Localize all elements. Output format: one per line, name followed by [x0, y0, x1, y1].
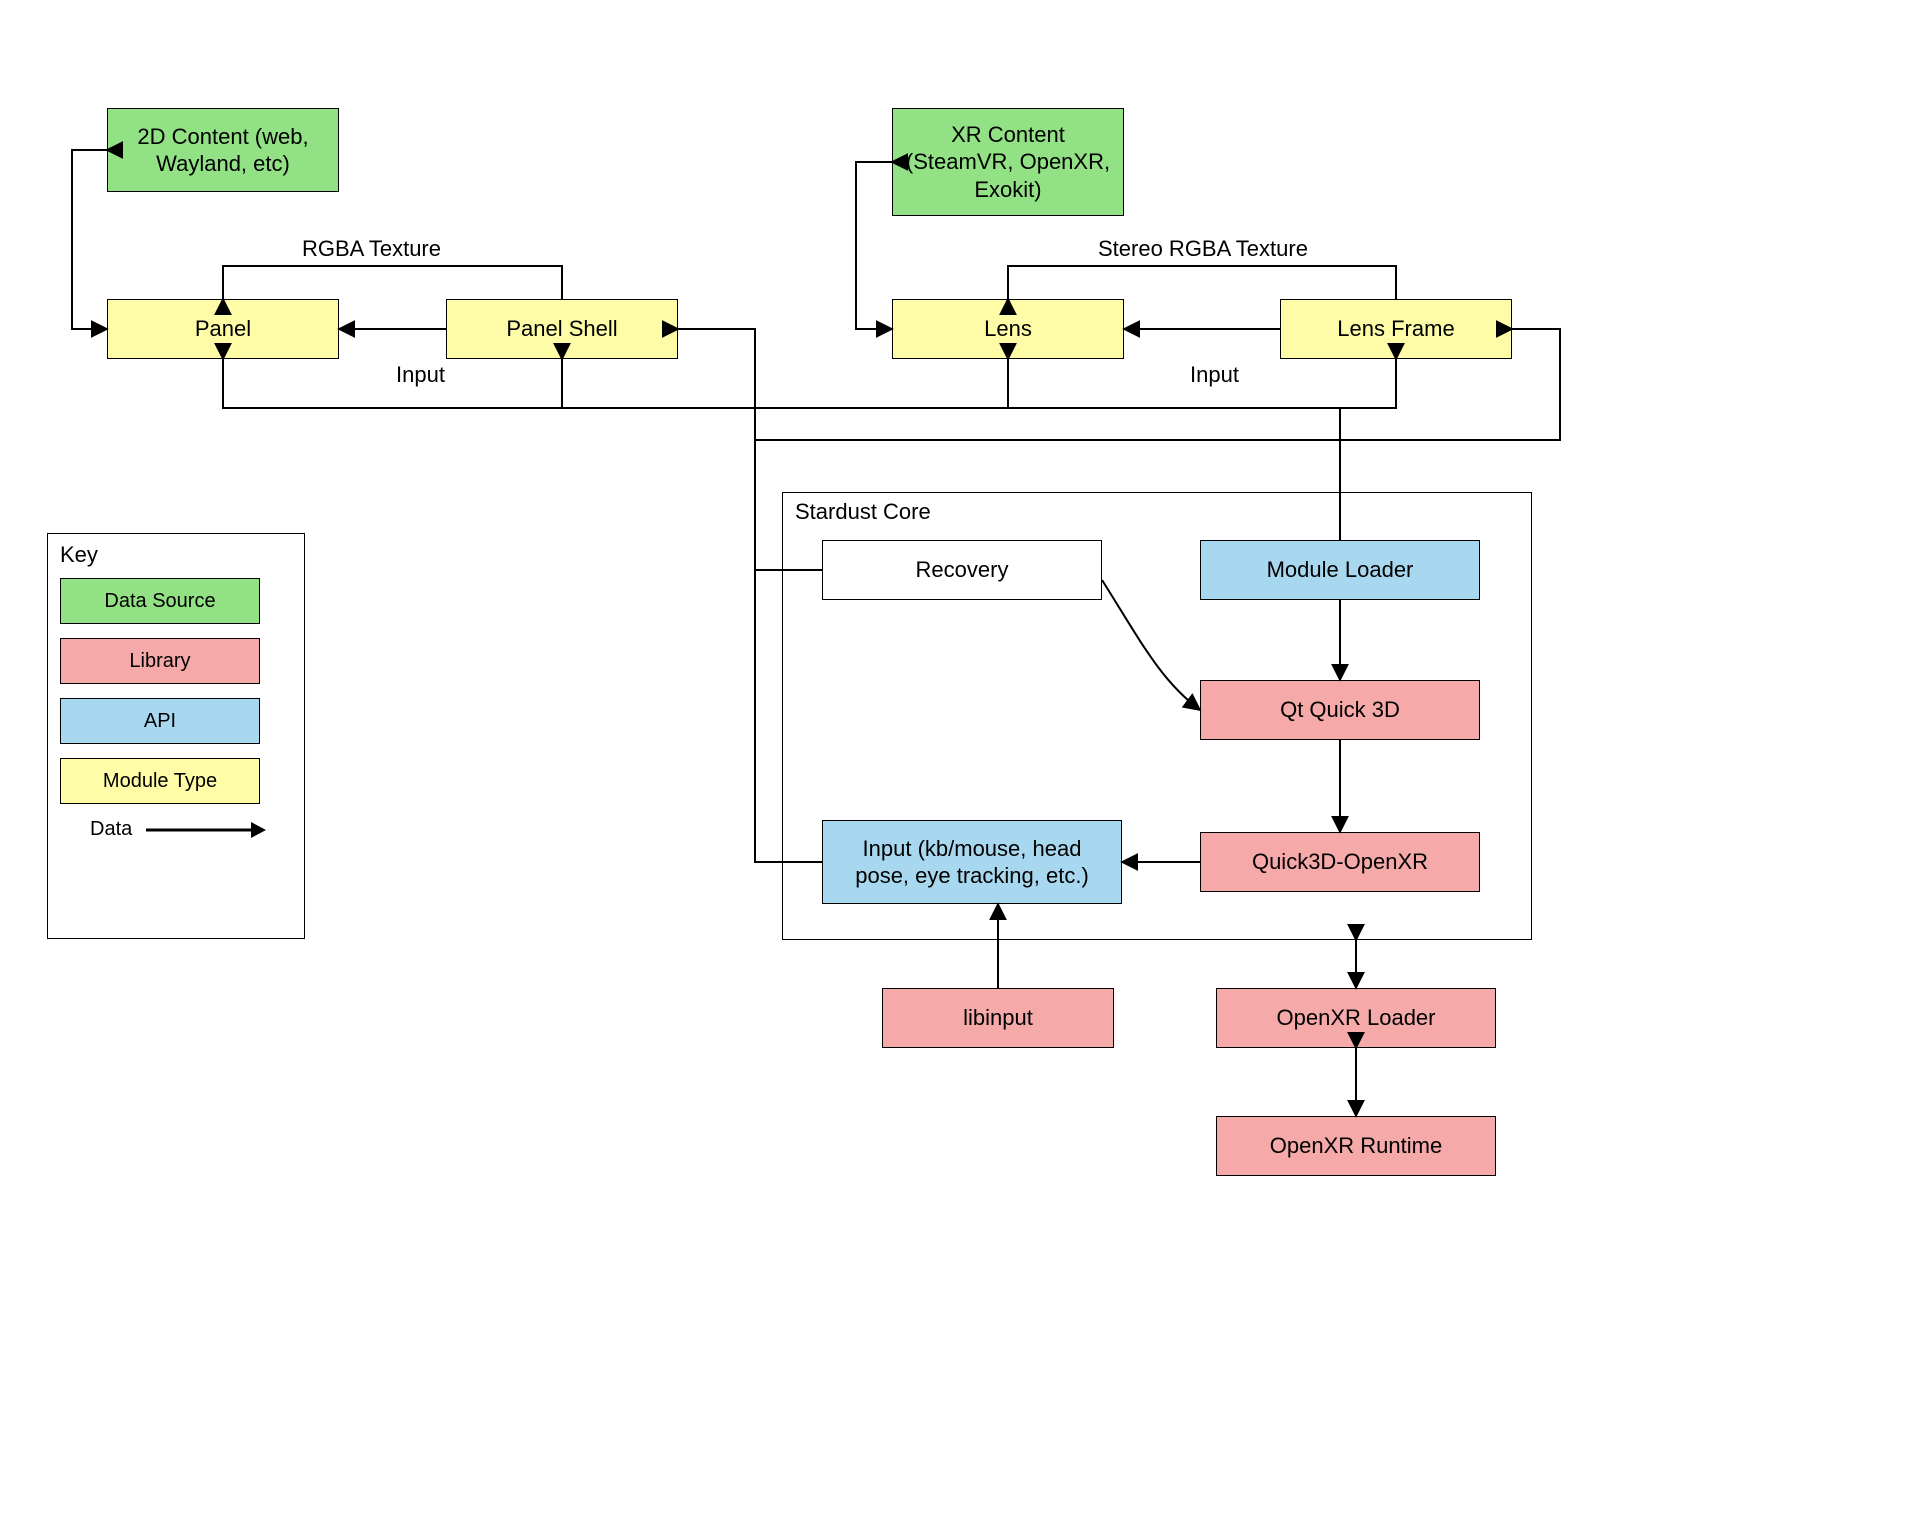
node-quick3d_openxr: Quick3D-OpenXR	[1200, 832, 1480, 892]
node-xr_content: XR Content (SteamVR, OpenXR, Exokit)	[892, 108, 1124, 216]
node-recovery: Recovery	[822, 540, 1102, 600]
legend-swatch-data_source: Data Source	[60, 578, 260, 624]
legend: Key Data Source Library API Module Type Data	[47, 533, 305, 939]
edge-label-1: Input	[396, 362, 445, 388]
node-libinput: libinput	[882, 988, 1114, 1048]
legend-arrow-label: Data	[90, 818, 132, 841]
edge-0	[72, 150, 107, 329]
edge-label-3: Input	[1190, 362, 1239, 388]
edge-label-2: Stereo RGBA Texture	[1098, 236, 1308, 262]
legend-swatch-api: API	[60, 698, 260, 744]
edge-4	[1008, 266, 1396, 299]
legend-row-module_type: Module Type	[60, 758, 292, 804]
container-title-stardust_core: Stardust Core	[795, 499, 931, 525]
node-lens_frame: Lens Frame	[1280, 299, 1512, 359]
node-openxr_loader: OpenXR Loader	[1216, 988, 1496, 1048]
legend-row-data_source: Data Source	[60, 578, 292, 624]
node-content2d: 2D Content (web, Wayland, etc)	[107, 108, 339, 192]
legend-swatch-library: Library	[60, 638, 260, 684]
node-panel: Panel	[107, 299, 339, 359]
legend-arrow-icon	[146, 820, 266, 840]
node-qtquick3d: Qt Quick 3D	[1200, 680, 1480, 740]
edge-9	[1340, 359, 1396, 408]
legend-row-library: Library	[60, 638, 292, 684]
legend-row-api: API	[60, 698, 292, 744]
node-lens: Lens	[892, 299, 1124, 359]
legend-arrow-row: Data	[60, 818, 292, 841]
edge-3	[856, 162, 892, 329]
legend-title: Key	[60, 542, 292, 568]
legend-swatch-module_type: Module Type	[60, 758, 260, 804]
node-input_api: Input (kb/mouse, head pose, eye tracking…	[822, 820, 1122, 904]
edge-1	[223, 266, 562, 299]
edge-label-0: RGBA Texture	[302, 236, 441, 262]
node-openxr_runtime: OpenXR Runtime	[1216, 1116, 1496, 1176]
node-panel_shell: Panel Shell	[446, 299, 678, 359]
node-module_loader: Module Loader	[1200, 540, 1480, 600]
